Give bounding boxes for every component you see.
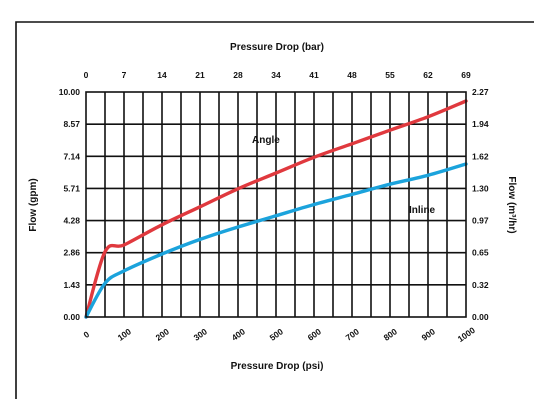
series-line-inline	[84, 162, 468, 319]
top-tick-label: 14	[157, 70, 167, 80]
figure-frame	[15, 21, 534, 399]
top-axis-label: Pressure Drop (bar)	[230, 42, 324, 53]
angle-series-label: Angle	[252, 135, 280, 146]
right-tick-label: 0.97	[472, 216, 489, 226]
right-tick-label: 0.00	[472, 312, 489, 322]
right-tick-label: 0.32	[472, 280, 489, 290]
right-tick-label: 1.94	[472, 119, 489, 129]
plot-border	[85, 91, 467, 318]
top-tick-label: 28	[233, 70, 243, 80]
top-tick-label: 0	[84, 70, 89, 80]
left-tick-label: 4.28	[63, 216, 80, 226]
left-tick-label: 7.14	[63, 151, 80, 161]
left-tick-label: 8.57	[63, 119, 80, 129]
left-tick-label: 10.00	[59, 87, 81, 97]
bottom-axis-label: Pressure Drop (psi)	[231, 361, 324, 372]
left-tick-label: 1.43	[63, 280, 80, 290]
top-tick-label: 21	[195, 70, 205, 80]
left-tick-label: 5.71	[63, 183, 80, 193]
top-tick-label: 62	[423, 70, 433, 80]
top-tick-label: 7	[122, 70, 127, 80]
series-line-angle	[84, 99, 468, 319]
left-tick-label: 2.86	[63, 248, 80, 258]
top-tick-label: 34	[271, 70, 281, 80]
top-tick-label: 69	[461, 70, 471, 80]
inline-series-label: Inline	[409, 205, 436, 216]
series-layer	[84, 99, 468, 319]
left-axis-label: Flow (gpm)	[28, 178, 39, 231]
right-tick-label: 1.30	[472, 183, 489, 193]
top-tick-label: 48	[347, 70, 357, 80]
right-axis-label: Flow (m³/hr)	[506, 176, 517, 233]
right-tick-label: 2.27	[472, 87, 489, 97]
right-tick-label: 1.62	[472, 151, 489, 161]
right-tick-label: 0.65	[472, 248, 489, 258]
top-tick-label: 41	[309, 70, 319, 80]
bottom-tick-label: 0	[81, 329, 91, 340]
top-tick-label: 55	[385, 70, 395, 80]
left-tick-label: 0.00	[63, 312, 80, 322]
